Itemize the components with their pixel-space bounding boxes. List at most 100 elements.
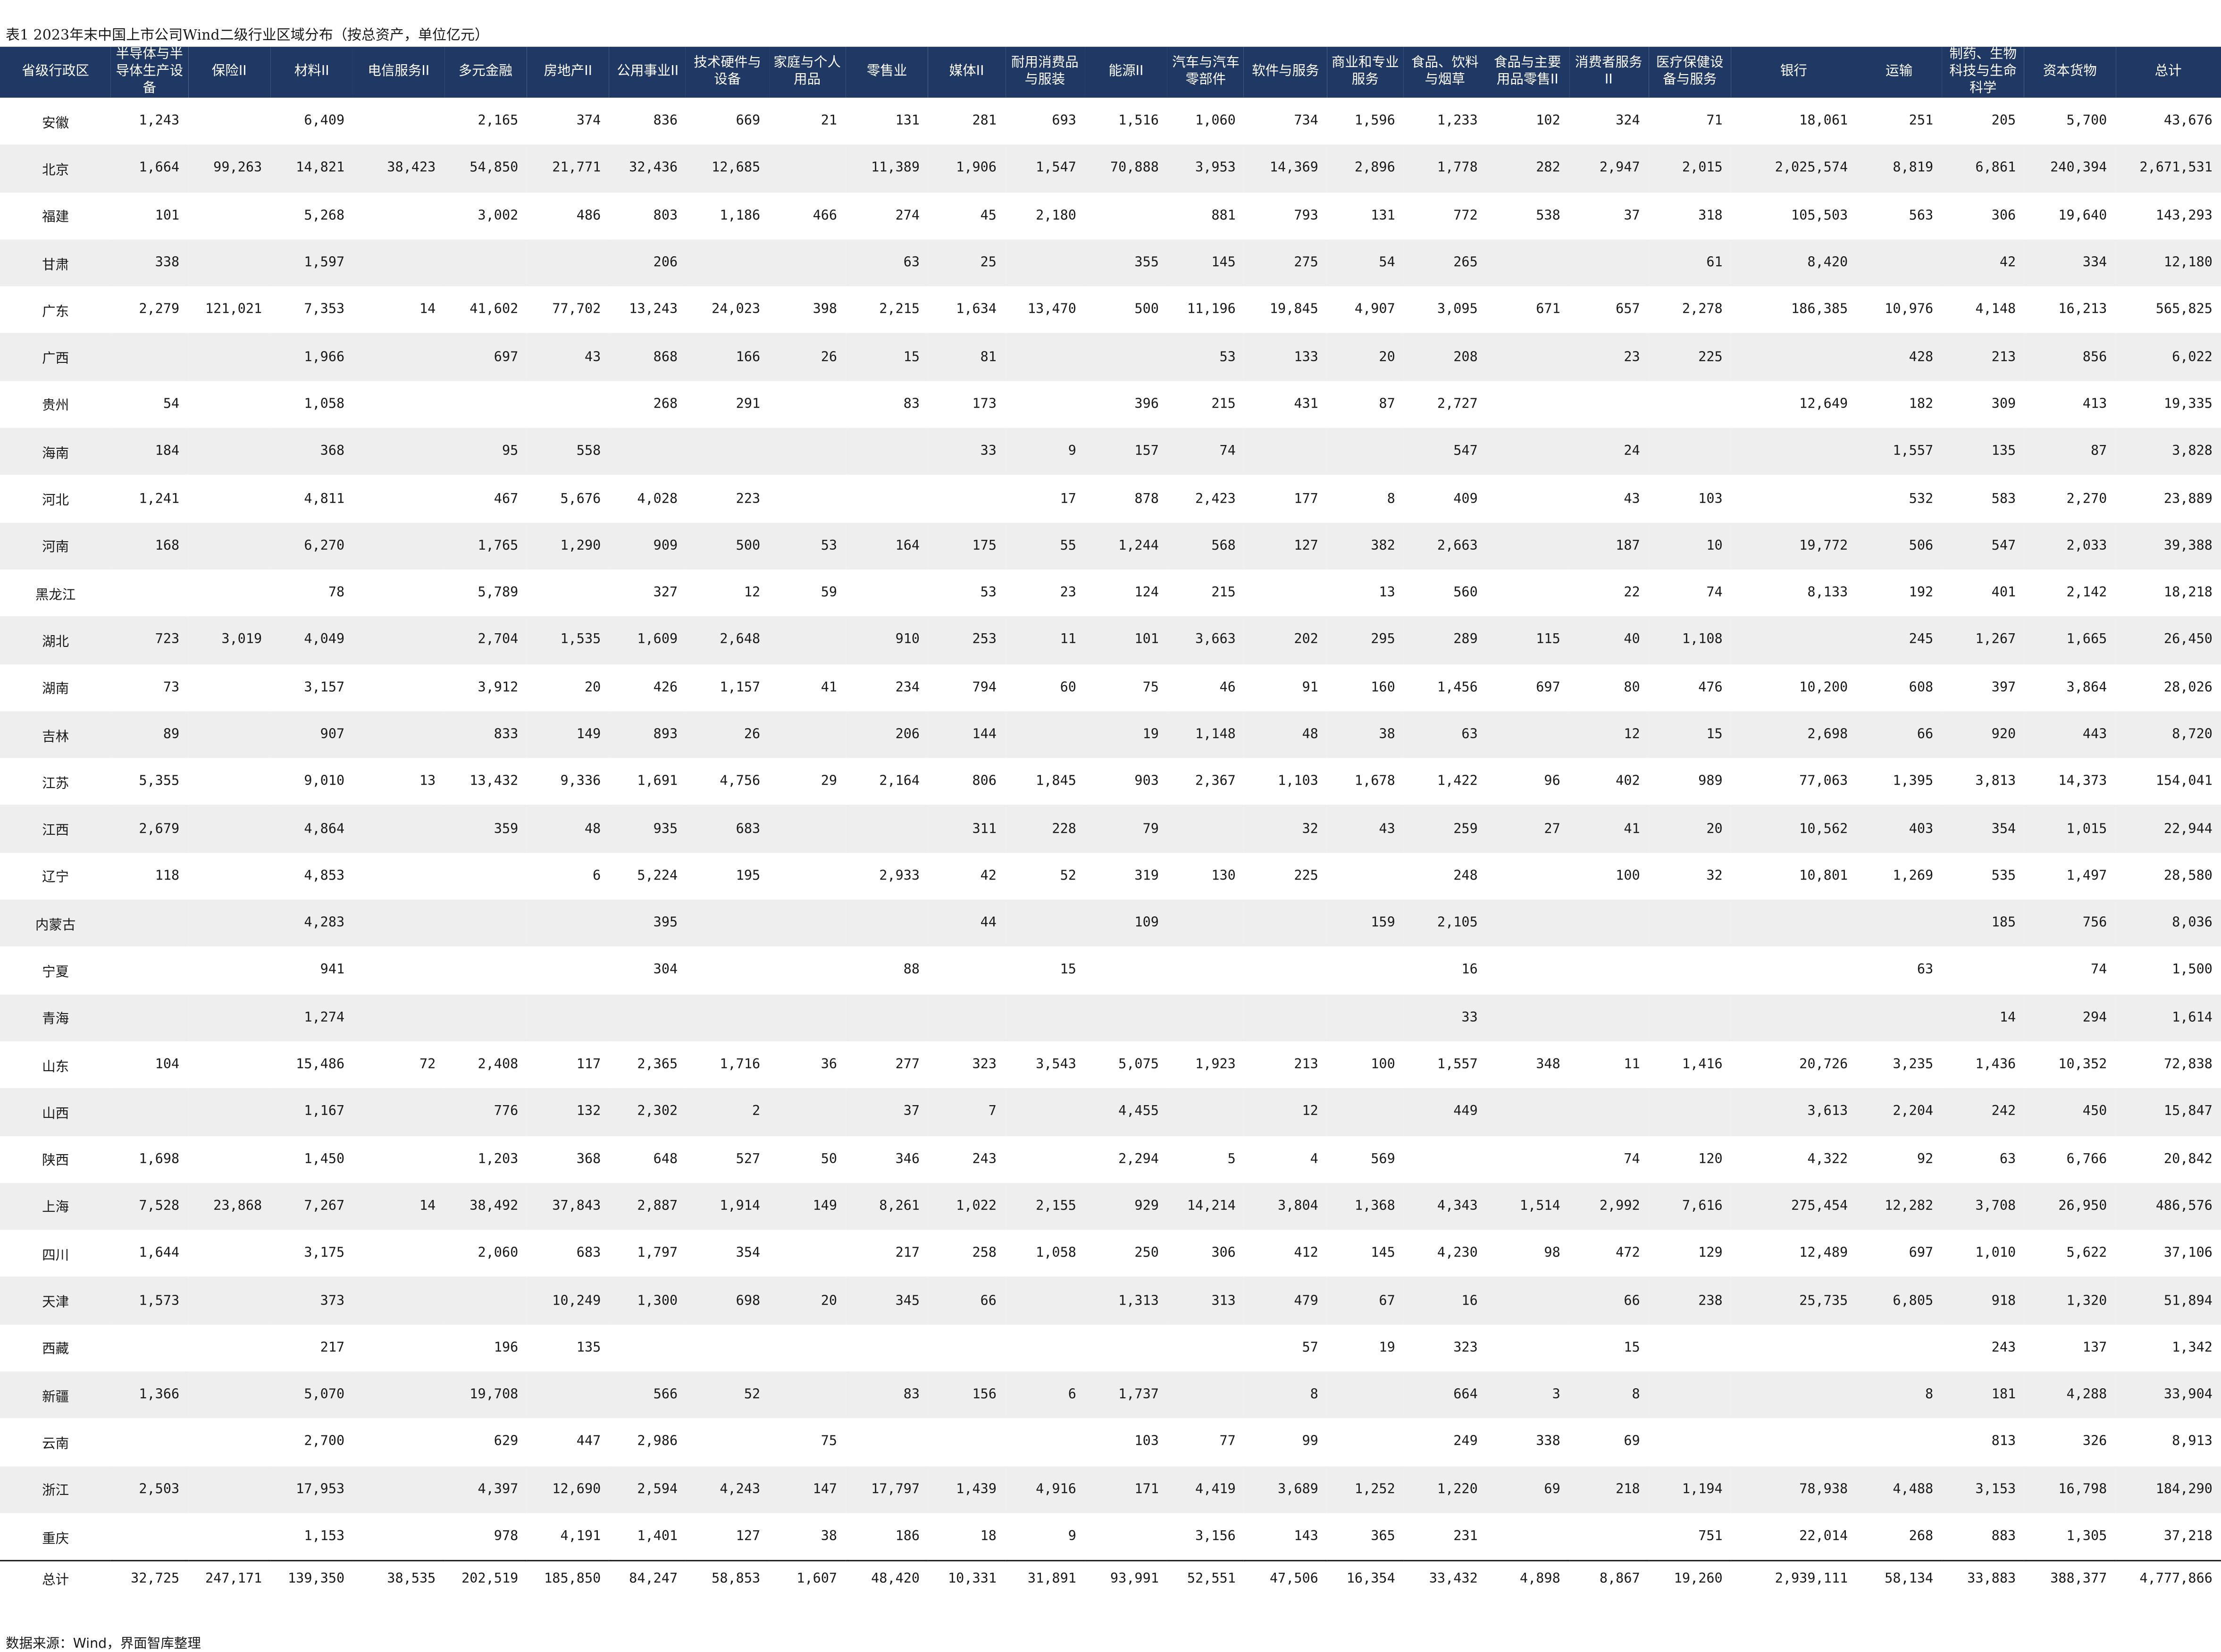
value-cell: 42 [980, 868, 997, 884]
value-cell: 868 [609, 334, 687, 381]
value-cell: 3,689 [1244, 1466, 1327, 1513]
value-cell: 45 [980, 208, 997, 224]
value-cell: 324 [1616, 113, 1640, 129]
total-cell: 47,506 [1244, 1560, 1327, 1596]
value-cell: 52 [686, 1371, 769, 1419]
total-cell: 93,991 [1084, 1560, 1167, 1596]
value-cell: 447 [576, 1434, 601, 1451]
value-cell [1486, 475, 1569, 522]
value-cell [188, 1041, 270, 1089]
province-cell: 江西 [0, 805, 111, 853]
value-cell: 4,288 [2024, 1371, 2116, 1419]
value-cell [188, 239, 271, 287]
province-cell: 湖南 [42, 681, 69, 697]
value-cell [1167, 994, 1244, 1041]
value-cell: 15 [846, 334, 929, 381]
value-cell: 25 [928, 239, 1006, 287]
value-cell: 149 [769, 1182, 846, 1230]
value-cell: 8 [1244, 1371, 1327, 1419]
value-cell [1085, 1513, 1167, 1560]
value-cell: 66 [1568, 1277, 1649, 1325]
value-cell: 32 [1706, 868, 1723, 884]
table-row: 海南 184 368 95 558 33 9 157 74 547 24 1,557 135 87 3,82… [0, 428, 2221, 475]
value-cell: 1,450 [304, 1151, 345, 1167]
value-cell: 145 [1167, 239, 1244, 287]
value-cell: 368 [270, 428, 353, 475]
value-cell: 10,352 [2058, 1057, 2107, 1073]
value-cell [353, 994, 444, 1041]
value-cell: 159 [1326, 899, 1404, 947]
value-cell: 73 [163, 679, 180, 696]
total-cell: 202,519 [444, 1560, 527, 1596]
value-cell: 355 [1084, 239, 1167, 287]
value-cell [769, 381, 846, 428]
value-cell: 294 [2024, 994, 2116, 1041]
value-cell: 1,366 [111, 1371, 188, 1419]
value-cell: 185 [1942, 899, 2025, 947]
value-cell: 313 [1167, 1277, 1244, 1325]
value-cell: 277 [895, 1057, 920, 1073]
value-cell: 568 [1167, 522, 1244, 570]
value-cell [111, 1513, 188, 1560]
value-cell [769, 1371, 846, 1419]
value-cell: 402 [1616, 774, 1640, 790]
province-cell: 山东 [42, 1059, 69, 1075]
table-row: 黑龙江 78 5,789 327 12 59 53 23 124 215 13 560 22 74 8,13… [0, 570, 2221, 617]
value-cell: 3,157 [304, 679, 345, 696]
value-cell: 5,075 [1118, 1057, 1159, 1073]
value-cell: 6,805 [1856, 1277, 1942, 1325]
value-cell: 115 [1486, 616, 1569, 664]
value-cell [1649, 381, 1731, 428]
value-cell: 181 [1942, 1371, 2025, 1419]
column-header: 公用事业II [609, 47, 687, 98]
value-cell: 776 [444, 1088, 527, 1136]
column-header: 电信服务II [353, 47, 444, 98]
value-cell [1084, 334, 1167, 381]
value-cell: 101 [1084, 616, 1167, 664]
value-cell: 14,821 [270, 145, 353, 193]
province-cell: 四川 [42, 1248, 69, 1264]
value-cell: 500 [686, 522, 769, 570]
value-cell [527, 381, 609, 428]
value-cell: 268 [653, 396, 678, 412]
value-cell: 27 [1486, 805, 1569, 853]
value-cell: 2,896 [1326, 145, 1404, 193]
value-cell: 1,252 [1326, 1466, 1404, 1513]
value-cell: 8,913 [2172, 1434, 2213, 1451]
value-cell: 3 [1486, 1371, 1569, 1419]
value-cell: 74 [1706, 585, 1723, 601]
value-cell: 117 [576, 1057, 601, 1073]
value-cell: 1,416 [1682, 1057, 1723, 1073]
value-cell [353, 1230, 444, 1277]
value-cell: 15 [1624, 1340, 1640, 1356]
column-header: 零售业 [846, 47, 929, 98]
value-cell: 11,389 [846, 145, 929, 193]
value-cell: 83 [846, 1371, 929, 1419]
value-cell: 50 [821, 1151, 838, 1167]
value-cell: 15 [1648, 711, 1731, 758]
value-cell: 833 [444, 711, 527, 758]
value-cell: 17,797 [846, 1466, 929, 1513]
value-cell: 43 [1326, 805, 1404, 853]
table-row: 陕西 1,698 1,450 1,203 368 648 527 50 346 243 2,294 5… [0, 1136, 2221, 1183]
value-cell: 2,294 [1118, 1151, 1159, 1167]
value-cell [188, 899, 271, 947]
value-cell: 12,282 [1856, 1182, 1942, 1230]
value-cell: 2,992 [1568, 1182, 1649, 1230]
value-cell: 431 [1294, 396, 1318, 412]
value-cell: 6,409 [304, 113, 345, 129]
value-cell: 23 [1568, 334, 1649, 381]
value-cell [846, 1325, 928, 1372]
value-cell: 21 [821, 113, 838, 129]
value-cell: 102 [1536, 113, 1560, 129]
value-cell [1486, 428, 1569, 475]
value-cell: 66 [1856, 711, 1942, 758]
value-cell: 4,853 [304, 868, 345, 884]
value-cell [1486, 1325, 1569, 1372]
value-cell: 3,613 [1731, 1088, 1857, 1136]
value-cell [527, 239, 610, 287]
value-cell: 2,933 [879, 868, 920, 884]
value-cell: 1,845 [1036, 774, 1076, 790]
value-cell: 101 [155, 208, 180, 224]
value-cell: 319 [1134, 868, 1159, 884]
